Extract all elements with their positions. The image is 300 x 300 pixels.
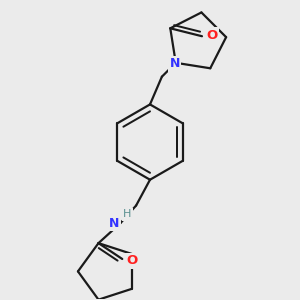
Text: O: O bbox=[206, 29, 218, 42]
Text: N: N bbox=[109, 217, 119, 230]
Text: H: H bbox=[123, 209, 131, 219]
Text: N: N bbox=[169, 57, 180, 70]
Text: O: O bbox=[127, 254, 138, 268]
